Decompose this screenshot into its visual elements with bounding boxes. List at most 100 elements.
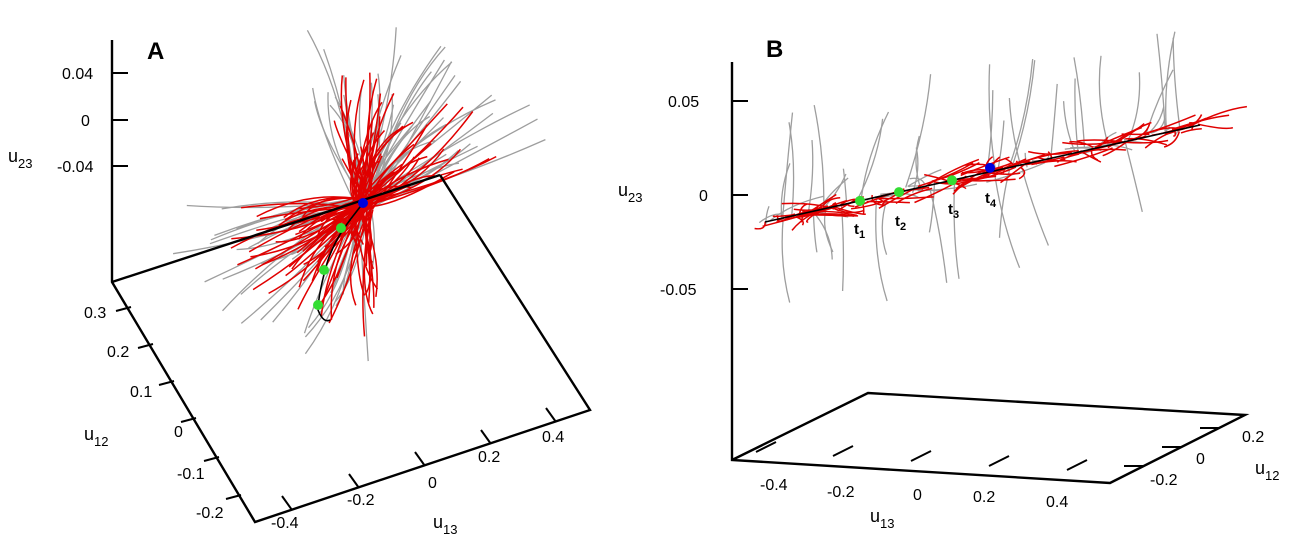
- panel-a-x-tick: [545, 407, 557, 423]
- panel-b: B 0.05 0 -0.05 u23 -0.4 -0.2 0 0.2 0.4 u…: [618, 31, 1279, 531]
- gray-trajectory: [1011, 60, 1036, 167]
- red-trajectory: [284, 197, 368, 221]
- red-trajectory: [1056, 153, 1080, 163]
- green-point: [894, 187, 904, 198]
- panel-a-markers: [313, 198, 368, 310]
- panel-b-label: B: [766, 36, 783, 63]
- panel-b-x-tick: [988, 455, 1010, 467]
- red-trajectory: [866, 200, 910, 204]
- red-trajectory: [917, 162, 974, 188]
- panel-b-x-tick: [910, 450, 932, 462]
- panel-a-x-tick-label: 0.4: [542, 429, 564, 446]
- panel-b-x-tick-label: 0.2: [973, 489, 995, 506]
- panel-a-x-tick-label: -0.4: [271, 515, 299, 532]
- panel-b-x-tick: [832, 445, 854, 457]
- blue-point: [985, 162, 995, 173]
- panel-a-y-tick: [180, 417, 197, 423]
- green-point: [947, 175, 957, 186]
- red-trajectory: [775, 206, 823, 224]
- red-trajectory: [800, 213, 855, 217]
- gray-trajectory: [929, 188, 948, 283]
- red-trajectory: [1018, 166, 1026, 180]
- panel-a-x-tick-label: -0.2: [347, 492, 375, 509]
- red-trajectory: [851, 192, 898, 210]
- gray-trajectory: [1156, 33, 1167, 136]
- panel-b-x-tick-label: 0: [913, 487, 922, 504]
- panel-a-back-edge: [111, 173, 441, 284]
- time-label-t1: t1: [854, 221, 865, 241]
- red-trajectory: [795, 216, 804, 226]
- panel-b-y-tick-label: -0.2: [1150, 472, 1178, 489]
- panel-b-y-axis-label: u12: [1255, 458, 1279, 483]
- red-trajectory: [1054, 147, 1113, 168]
- red-trajectory: [353, 200, 374, 254]
- gray-trajectory: [907, 168, 942, 187]
- panel-b-y-tick-label: 0.2: [1242, 429, 1264, 446]
- gray-trajectory: [1098, 55, 1110, 147]
- panel-a-x-axis-label: u13: [433, 512, 457, 537]
- blue-point: [358, 198, 368, 208]
- panel-a-x-tick-label: 0: [428, 475, 437, 492]
- panel-a-z-tick-label: -0.04: [57, 159, 94, 176]
- panel-a-y-tick-label: -0.1: [177, 466, 205, 483]
- panel-b-axes: [730, 62, 1250, 485]
- gray-trajectory: [1049, 83, 1058, 162]
- gray-trajectory: [1127, 72, 1141, 142]
- gray-trajectory: [788, 122, 795, 219]
- gray-trajectory: [781, 215, 791, 303]
- red-trajectory: [754, 221, 766, 230]
- panel-a-z-tick-label: 0.04: [62, 66, 93, 83]
- panel-a-y-axis-label: u12: [84, 424, 108, 449]
- panel-b-markers: [855, 162, 995, 206]
- panel-a-y-tick: [158, 380, 175, 386]
- time-label-t4: t4: [985, 190, 997, 210]
- panel-a-y-tick: [203, 456, 220, 462]
- red-trajectory: [808, 214, 847, 217]
- panel-a-y-tick-label: -0.2: [196, 505, 224, 522]
- panel-b-x-tick-label: -0.2: [827, 484, 855, 501]
- panel-b-z-tick-label: 0.05: [668, 94, 699, 111]
- red-trajectory: [952, 170, 983, 195]
- gray-trajectory: [1123, 138, 1143, 213]
- gray-trajectory: [856, 118, 884, 202]
- gray-trajectory: [1019, 162, 1050, 246]
- panel-a-y-tick-label: 0: [174, 424, 183, 441]
- red-trajectory: [339, 105, 363, 198]
- panel-a-y-tick: [225, 494, 242, 500]
- time-label-t2: t2: [895, 213, 906, 233]
- panel-b-y-tick-label: 0: [1196, 451, 1205, 468]
- red-trajectory: [1109, 121, 1152, 147]
- red-trajectory: [1191, 105, 1247, 126]
- panel-b-x-tick: [1066, 459, 1088, 471]
- red-trajectory: [354, 101, 383, 200]
- red-trajectory: [1069, 140, 1094, 149]
- red-trajectory: [878, 188, 914, 209]
- gray-trajectory: [860, 111, 890, 204]
- red-trajectory: [1165, 130, 1175, 135]
- green-point: [319, 265, 329, 275]
- red-trajectory: [357, 158, 490, 209]
- red-trajectory: [1171, 114, 1230, 131]
- panel-a-y-tick-label: 0.1: [130, 384, 152, 401]
- panel-a-y-tick-label: 0.2: [107, 344, 129, 361]
- panel-a-trajectories: [173, 27, 546, 362]
- gray-trajectory: [881, 198, 888, 255]
- gray-trajectory: [997, 120, 1005, 170]
- gray-trajectory: [905, 74, 932, 188]
- red-trajectory: [352, 204, 379, 290]
- gray-trajectory: [1172, 37, 1181, 129]
- black-trajectory: [764, 124, 1201, 223]
- panel-a-y-tick: [137, 343, 154, 349]
- panel-b-x-tick: [755, 441, 777, 453]
- panel-a-axes: [110, 40, 592, 524]
- red-trajectory: [241, 202, 360, 211]
- red-trajectory: [804, 193, 837, 216]
- panel-a-y-tick-label: 0.3: [84, 305, 106, 322]
- green-point: [336, 223, 346, 233]
- green-point: [313, 300, 323, 310]
- red-trajectory: [303, 206, 370, 266]
- gray-trajectory: [842, 168, 848, 201]
- gray-trajectory: [875, 198, 888, 302]
- panel-a-label: A: [147, 38, 164, 65]
